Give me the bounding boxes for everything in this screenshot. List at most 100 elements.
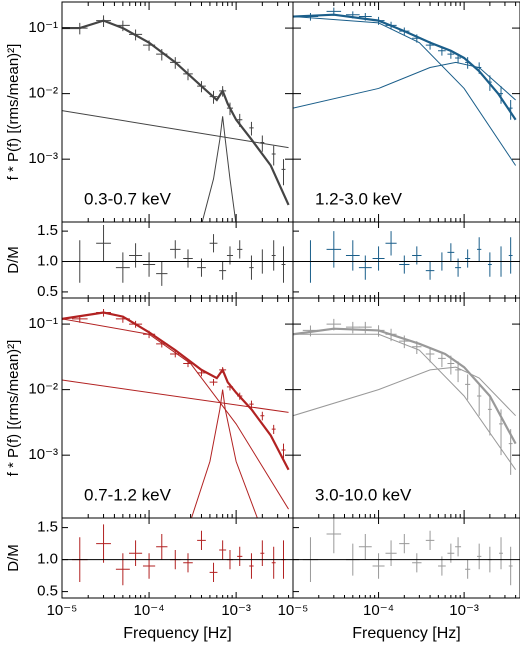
residual-point (487, 252, 492, 277)
data-point (249, 121, 254, 136)
data-point (412, 341, 422, 354)
residual-point (183, 249, 193, 268)
residual-frame (61, 517, 294, 599)
y-tick-label: 0.5 (37, 583, 58, 600)
y-tick-label: 10⁻² (28, 85, 58, 102)
data-point (115, 315, 130, 323)
residual-point (499, 537, 503, 570)
residual-point (358, 534, 372, 560)
data-point (477, 62, 482, 74)
y-tick-label: 10⁻³ (28, 150, 58, 167)
y-tick-label: 1.5 (37, 519, 58, 536)
x-axis-label: Frequency [Hz] (123, 625, 231, 642)
data-point (508, 99, 513, 120)
data-point (170, 57, 181, 69)
panel: 1.2-3.0 keV (292, 1, 520, 299)
residual-point (385, 231, 397, 256)
main-plot (62, 15, 290, 222)
residual-plot (71, 524, 286, 586)
model-component (293, 366, 516, 417)
data-point (438, 351, 446, 368)
model-total (62, 19, 290, 206)
panel: 10⁻⁵ 10⁻⁴ 10⁻³ 3.0-10.0 keV Frequency [Hz] (278, 297, 520, 642)
residual-plot (302, 518, 513, 586)
data-point (260, 135, 265, 152)
x-tick-label: 10⁻³ (221, 602, 251, 619)
residual-point (477, 237, 482, 262)
y-tick-label: 10⁻¹ (28, 315, 58, 332)
residual-point (260, 540, 265, 566)
data-point (477, 384, 482, 416)
panel: 10⁻³ 10⁻² 10⁻¹ 0.5 1.0 1.5 10⁻⁵ 10⁻⁴ 10⁻³ 0.7-1.2… (5, 297, 294, 642)
residual-point (385, 540, 397, 566)
data-point (197, 81, 206, 93)
data-point (209, 379, 218, 386)
residual-point (399, 534, 410, 554)
residual-point (142, 553, 156, 579)
data-point (425, 347, 435, 363)
residual-point (477, 543, 482, 570)
data-point (399, 27, 410, 36)
residual-point (156, 261, 168, 286)
data-point (345, 11, 360, 19)
data-point (385, 328, 397, 342)
data-point (237, 392, 243, 400)
residual-point (249, 553, 254, 579)
residual-point (345, 240, 360, 271)
residual-point (96, 225, 111, 262)
model-component (62, 110, 289, 149)
residual-frame (292, 517, 520, 599)
data-point (412, 34, 422, 43)
residual-point (326, 518, 342, 554)
residual-point (237, 546, 243, 566)
panel-label: 0.3-0.7 keV (84, 189, 172, 208)
data-point (499, 86, 503, 104)
residual-point (129, 540, 143, 566)
residual-point (170, 240, 181, 259)
data-point (281, 159, 286, 186)
residual-frame (61, 221, 294, 299)
x-tick-label: 10⁻³ (449, 602, 479, 619)
data-point (197, 369, 206, 377)
residual-point (399, 255, 410, 274)
model-component (62, 379, 289, 413)
data-point (281, 443, 286, 459)
data-point (156, 48, 168, 61)
data-point (142, 330, 156, 339)
residual-point (115, 252, 130, 283)
data-point (447, 50, 455, 59)
residual-point (281, 246, 286, 283)
main-plot (293, 7, 517, 166)
residual-plot (71, 225, 286, 286)
data-point (399, 335, 410, 349)
model-component (293, 333, 517, 470)
residual-point (508, 237, 513, 274)
y-tick-label: 1.0 (37, 551, 58, 568)
residual-point (271, 546, 276, 579)
residual-point (209, 234, 218, 253)
y-axis-label: f * P(f) [(rms/mean)²] (5, 340, 22, 477)
residual-point (115, 553, 130, 586)
data-point (455, 53, 462, 64)
data-point (170, 350, 181, 358)
data-point (249, 400, 254, 409)
residual-point (183, 553, 193, 573)
data-point (499, 409, 503, 456)
data-point (71, 22, 88, 35)
x-tick-label: 10⁻⁴ (363, 602, 394, 619)
data-point (115, 20, 130, 32)
model-component (190, 389, 258, 518)
residual-point (197, 530, 206, 550)
x-tick-label: 10⁻⁵ (278, 602, 309, 619)
residual-plot (302, 231, 513, 283)
data-point (219, 367, 227, 373)
residual-point (508, 546, 513, 586)
data-point (96, 308, 111, 317)
residual-point (358, 255, 372, 280)
y-tick-label: 1.5 (37, 222, 58, 239)
data-point (438, 46, 446, 56)
y-tick-label: 0.5 (37, 283, 58, 300)
data-point (326, 7, 342, 16)
model-component (293, 61, 516, 109)
